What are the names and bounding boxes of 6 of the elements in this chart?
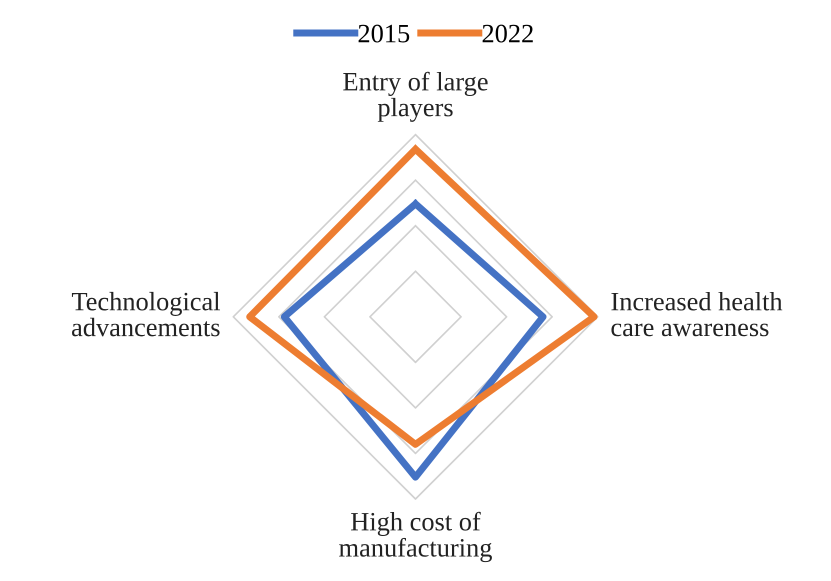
spoke-label: Entry of large players bbox=[343, 72, 488, 122]
spoke-label: High cost of manufacturing bbox=[339, 512, 492, 562]
legend-label: 2022 bbox=[482, 24, 533, 42]
legend-label: 2015 bbox=[358, 24, 410, 42]
spoke-label: Technological advancements bbox=[72, 292, 220, 336]
spoke-label: Increased health care awareness bbox=[611, 292, 782, 336]
